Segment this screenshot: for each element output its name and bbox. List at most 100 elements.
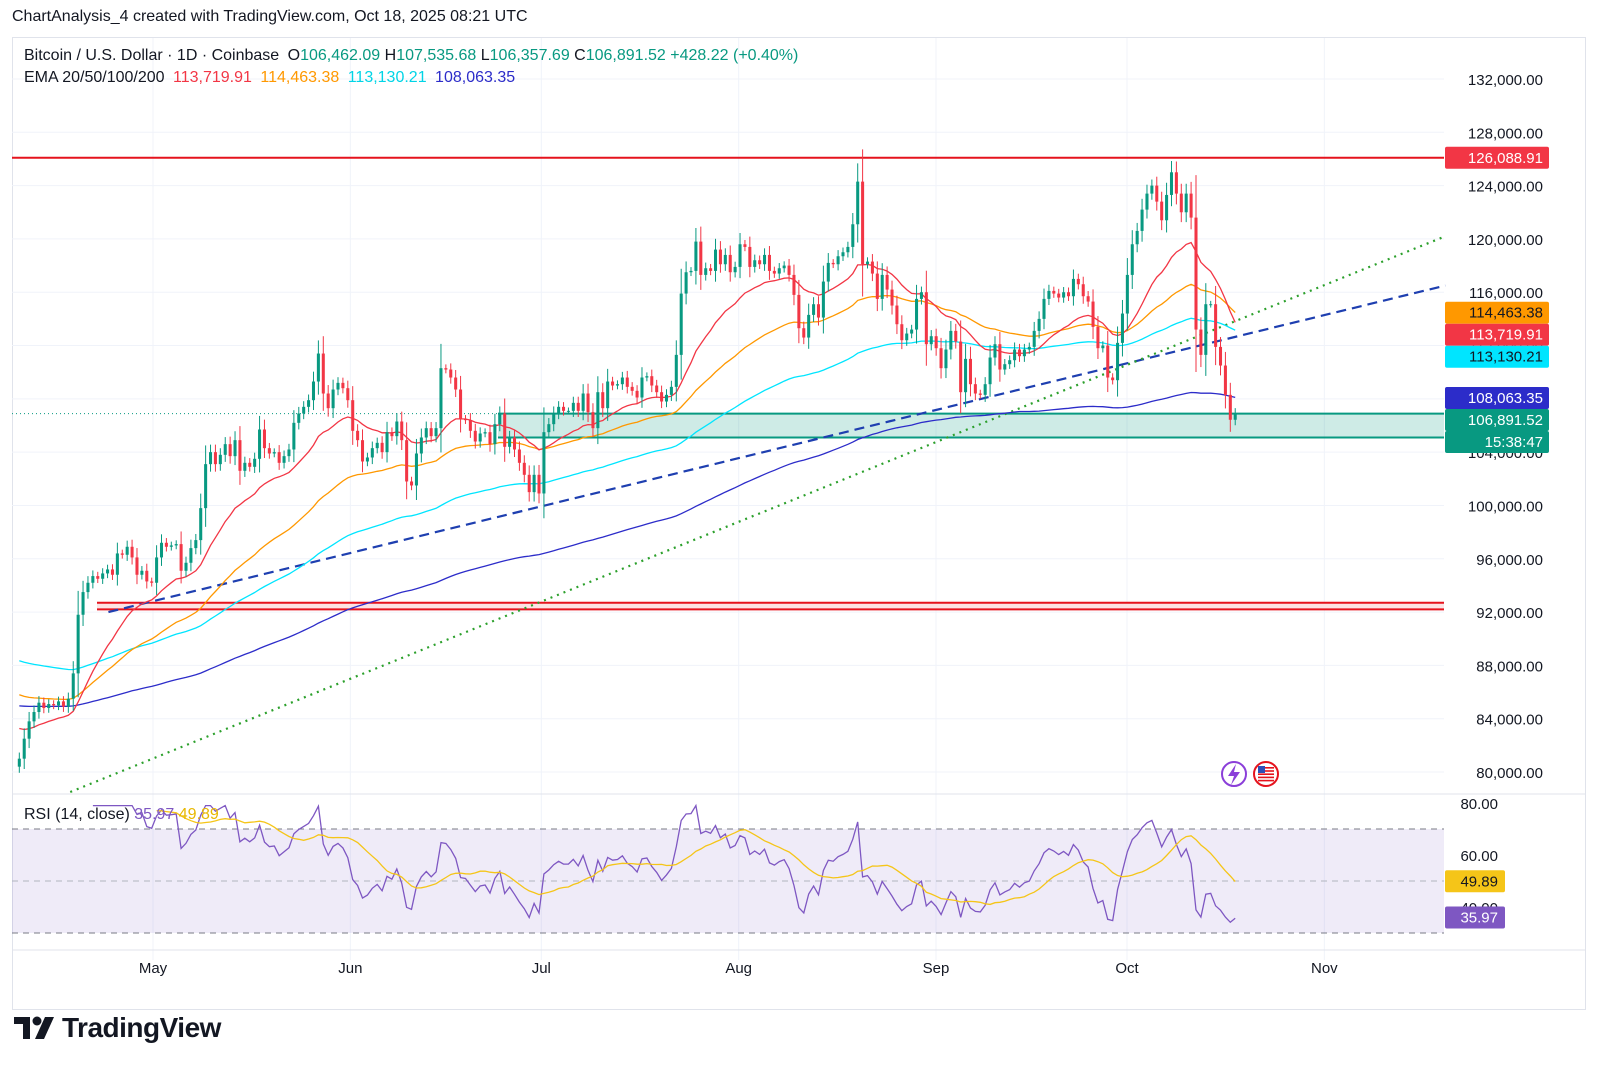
- candle-body: [209, 452, 213, 465]
- candle-body: [1140, 209, 1144, 231]
- candle-body: [1116, 342, 1120, 381]
- candle-body: [846, 246, 850, 253]
- candle-body: [1052, 290, 1056, 294]
- candle-body: [973, 384, 977, 394]
- candle-body: [449, 369, 453, 378]
- candle-body: [1027, 346, 1031, 350]
- candle-body: [964, 358, 968, 393]
- candle-body: [1047, 290, 1051, 299]
- candle-body: [1184, 193, 1188, 213]
- candle-body: [557, 406, 561, 414]
- ema-label[interactable]: EMA 20/50/100/200: [24, 69, 165, 86]
- candle-body: [517, 449, 521, 463]
- candle-body: [282, 456, 286, 463]
- candle-body: [86, 582, 90, 593]
- open-label: O: [287, 47, 301, 64]
- candle-body: [861, 181, 865, 265]
- candle-body: [248, 462, 252, 467]
- candle-body: [508, 437, 512, 447]
- candle-body: [1165, 194, 1169, 221]
- candle-body: [1076, 278, 1080, 285]
- grid-lines: [12, 38, 1444, 960]
- candle-body: [213, 452, 217, 465]
- candle-body: [463, 418, 467, 421]
- candle-body: [934, 336, 938, 349]
- ohlc-legend: Bitcoin / U.S. Dollar · 1D · Coinbase O 1…: [24, 47, 802, 65]
- candle-body: [581, 393, 585, 411]
- candle-body: [1111, 377, 1115, 381]
- flag-stripe-icon: [1258, 776, 1274, 779]
- candle-body: [929, 336, 933, 345]
- lightning-glyph-icon: [1228, 764, 1240, 785]
- candle-body: [1155, 185, 1159, 202]
- tradingview-logo[interactable]: TradingView: [14, 1008, 221, 1048]
- candle-body: [851, 224, 855, 247]
- candle-body: [277, 452, 281, 463]
- low-value: 106,357.69: [489, 47, 570, 64]
- candle-body: [767, 254, 771, 271]
- candle-body: [130, 546, 134, 558]
- candle-body: [1233, 413, 1237, 420]
- ema200-line: [19, 391, 1236, 708]
- candle-body: [395, 421, 399, 437]
- price-badge: [1445, 323, 1549, 346]
- candle-body: [1169, 172, 1174, 195]
- rsi-label[interactable]: RSI (14, close): [24, 806, 130, 823]
- candle-body: [1174, 172, 1178, 194]
- price-axis-label: 120,000.00: [1468, 232, 1543, 249]
- candle-body: [351, 400, 355, 431]
- close-value: 106,891.52: [585, 47, 666, 64]
- price-badge-text: 126,088.91: [1468, 150, 1543, 167]
- candle-body: [748, 246, 752, 267]
- candle-body: [52, 704, 56, 706]
- candle-body: [1042, 298, 1046, 319]
- candle-body: [258, 429, 262, 459]
- candle-body: [782, 265, 786, 269]
- ema200-value: 108,063.35: [435, 69, 516, 86]
- candle-body: [444, 368, 448, 370]
- candle-body: [728, 254, 732, 273]
- candle-body: [606, 381, 610, 409]
- candle-body: [821, 281, 825, 318]
- price-axis-label: 80,000.00: [1476, 765, 1543, 782]
- candle-body: [135, 557, 139, 575]
- candle-body: [630, 386, 634, 391]
- candle-body: [1120, 313, 1124, 343]
- candle-body: [155, 557, 159, 583]
- candle-body: [689, 270, 693, 273]
- ema-legend: EMA 20/50/100/200 113,719.91 114,463.38 …: [24, 69, 519, 87]
- candle-body: [110, 569, 114, 575]
- candle-body: [1013, 349, 1017, 361]
- flag-stripe-icon: [1258, 767, 1274, 769]
- candle-body: [1081, 284, 1085, 297]
- candle-body: [1003, 364, 1007, 370]
- candle-body: [302, 406, 306, 414]
- candle-body: [812, 304, 816, 315]
- candle-body: [777, 268, 781, 274]
- candle-body: [669, 386, 673, 395]
- candle-body: [576, 402, 580, 411]
- rsi-badge: [1445, 870, 1505, 893]
- candle-body: [865, 261, 870, 265]
- candle-body: [591, 412, 595, 429]
- price-badge-text: 113,130.21: [1469, 349, 1543, 366]
- chart-caption: ChartAnalysis_4 created with TradingView…: [12, 8, 528, 25]
- candle-body: [709, 268, 713, 271]
- candle-body: [243, 462, 247, 471]
- candle-body: [537, 474, 541, 494]
- candle-body: [1057, 293, 1061, 298]
- candle-body: [792, 274, 796, 295]
- candle-body: [527, 474, 531, 493]
- rsi-ma-value: 49.89: [178, 806, 219, 823]
- candle-body: [699, 241, 703, 275]
- candle-body: [81, 592, 85, 615]
- candle-body: [831, 262, 835, 265]
- symbol-label[interactable]: Bitcoin / U.S. Dollar · 1D · Coinbase: [24, 47, 280, 64]
- candle-body: [292, 422, 296, 450]
- high-label: H: [384, 47, 397, 64]
- candle-body: [1022, 349, 1026, 357]
- high-value: 107,535.68: [396, 47, 477, 64]
- candle-body: [983, 384, 987, 395]
- candle-body: [76, 614, 80, 674]
